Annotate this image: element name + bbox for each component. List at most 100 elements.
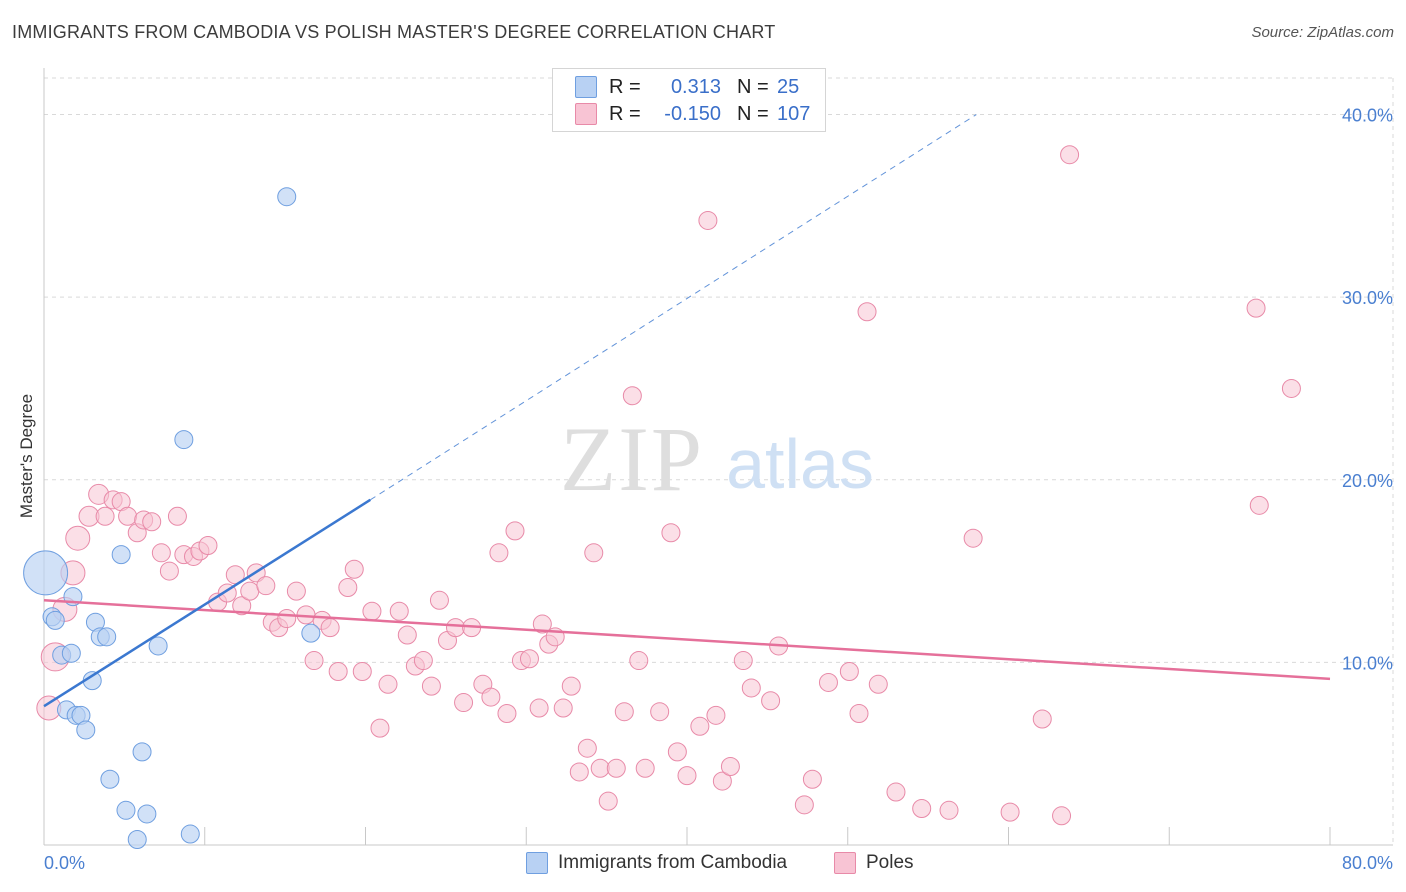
data-point-poles xyxy=(712,771,732,791)
data-point-poles xyxy=(690,716,710,736)
gridlines xyxy=(44,77,1394,845)
data-point-poles xyxy=(733,651,753,671)
watermark: ZIP atlas xyxy=(560,408,874,510)
data-point-poles xyxy=(839,662,859,682)
tick-labels: 10.0% 20.0% 30.0% 40.0% 0.0% 80.0% xyxy=(44,106,1393,873)
x-tick-label: 0.0% xyxy=(44,853,85,873)
data-point-poles xyxy=(338,578,358,598)
data-point-poles xyxy=(868,674,888,694)
data-point-poles xyxy=(446,618,466,638)
data-point-cambodia xyxy=(174,430,194,450)
data-point-poles xyxy=(65,525,91,551)
cambodia-points xyxy=(23,187,321,850)
data-point-poles xyxy=(328,662,348,682)
legend-swatch-poles xyxy=(834,852,856,874)
data-point-poles xyxy=(590,758,610,778)
data-point-poles xyxy=(378,674,398,694)
data-point-poles xyxy=(277,609,297,629)
data-point-poles xyxy=(519,649,539,669)
legend-r-label: R = xyxy=(609,102,641,125)
chart-title: IMMIGRANTS FROM CAMBODIA VS POLISH MASTE… xyxy=(12,22,776,42)
trend-lines xyxy=(43,114,1331,708)
legend-n-label: N = xyxy=(737,102,769,125)
legend-label-poles: Poles xyxy=(866,852,914,873)
data-point-poles xyxy=(802,769,822,789)
y-tick-label: 10.0% xyxy=(1342,653,1393,673)
data-point-poles xyxy=(622,386,642,406)
data-point-poles xyxy=(159,561,179,581)
data-point-cambodia xyxy=(116,800,136,820)
data-point-cambodia xyxy=(277,187,297,207)
legend-row-cambodia: R = 0.313 N = 25 xyxy=(575,75,799,99)
data-point-poles xyxy=(151,543,171,563)
data-point-poles xyxy=(1052,806,1072,826)
y-tick-label: 20.0% xyxy=(1342,471,1393,491)
data-point-poles xyxy=(1281,378,1301,398)
y-tick-label: 40.0% xyxy=(1342,106,1393,126)
x-tick-label: 80.0% xyxy=(1342,853,1393,873)
data-point-poles xyxy=(489,543,509,563)
data-point-poles xyxy=(677,766,697,786)
data-point-poles xyxy=(561,676,581,696)
data-point-cambodia xyxy=(148,636,168,656)
data-point-poles xyxy=(720,756,740,776)
trend-line-cambodia-extended xyxy=(370,114,977,501)
series-legend: Immigrants from Cambodia Poles xyxy=(0,852,1406,878)
data-point-poles xyxy=(1032,709,1052,729)
data-point-poles xyxy=(650,702,670,722)
legend-r-value-poles: -0.150 xyxy=(664,102,721,125)
data-point-poles xyxy=(256,576,276,596)
legend-swatch-poles xyxy=(575,103,597,125)
legend-n-label: N = xyxy=(737,75,769,98)
legend-item-poles[interactable]: Poles xyxy=(834,852,914,874)
data-point-poles xyxy=(886,782,906,802)
y-tick-label: 30.0% xyxy=(1342,288,1393,308)
data-point-poles xyxy=(606,758,626,778)
legend-item-cambodia[interactable]: Immigrants from Cambodia xyxy=(526,852,787,874)
data-point-poles xyxy=(706,705,726,725)
data-point-poles xyxy=(413,651,433,671)
legend-label-cambodia: Immigrants from Cambodia xyxy=(558,852,788,873)
data-point-cambodia xyxy=(127,830,147,850)
legend-r-value-cambodia: 0.313 xyxy=(670,75,721,98)
data-point-poles xyxy=(225,565,245,585)
data-point-poles xyxy=(741,678,761,698)
legend-n-value-poles: 107 xyxy=(777,102,811,125)
data-point-poles xyxy=(95,506,115,526)
data-point-poles xyxy=(818,672,838,692)
data-point-poles xyxy=(1000,802,1020,822)
watermark-atlas: atlas xyxy=(726,425,874,503)
data-point-poles xyxy=(584,543,604,563)
data-point-poles xyxy=(1060,145,1080,165)
data-point-poles xyxy=(198,536,218,556)
legend-row-poles: R = -0.150 N = 107 xyxy=(575,102,810,126)
data-point-poles xyxy=(481,687,501,707)
data-point-poles xyxy=(629,651,649,671)
data-point-poles xyxy=(661,523,681,543)
data-point-cambodia xyxy=(137,804,157,824)
data-point-poles xyxy=(912,798,932,818)
data-point-cambodia xyxy=(45,610,65,630)
data-point-poles xyxy=(167,506,187,526)
data-point-poles xyxy=(635,758,655,778)
legend-swatch-cambodia xyxy=(575,76,597,98)
data-point-poles xyxy=(344,559,364,579)
data-point-poles xyxy=(142,512,162,532)
data-point-poles xyxy=(963,528,983,548)
data-point-poles xyxy=(304,651,324,671)
trend-line-cambodia xyxy=(43,498,371,708)
data-point-poles xyxy=(505,521,525,541)
data-point-poles xyxy=(614,702,634,722)
data-point-poles xyxy=(598,791,618,811)
data-point-poles xyxy=(553,698,573,718)
trend-line-poles xyxy=(43,599,1331,681)
data-point-poles xyxy=(794,795,814,815)
data-point-poles xyxy=(939,800,959,820)
data-point-cambodia xyxy=(111,545,131,565)
data-point-poles xyxy=(857,302,877,322)
data-point-cambodia xyxy=(23,550,69,596)
data-point-poles xyxy=(1246,298,1266,318)
data-point-poles xyxy=(397,625,417,645)
data-point-poles xyxy=(529,698,549,718)
